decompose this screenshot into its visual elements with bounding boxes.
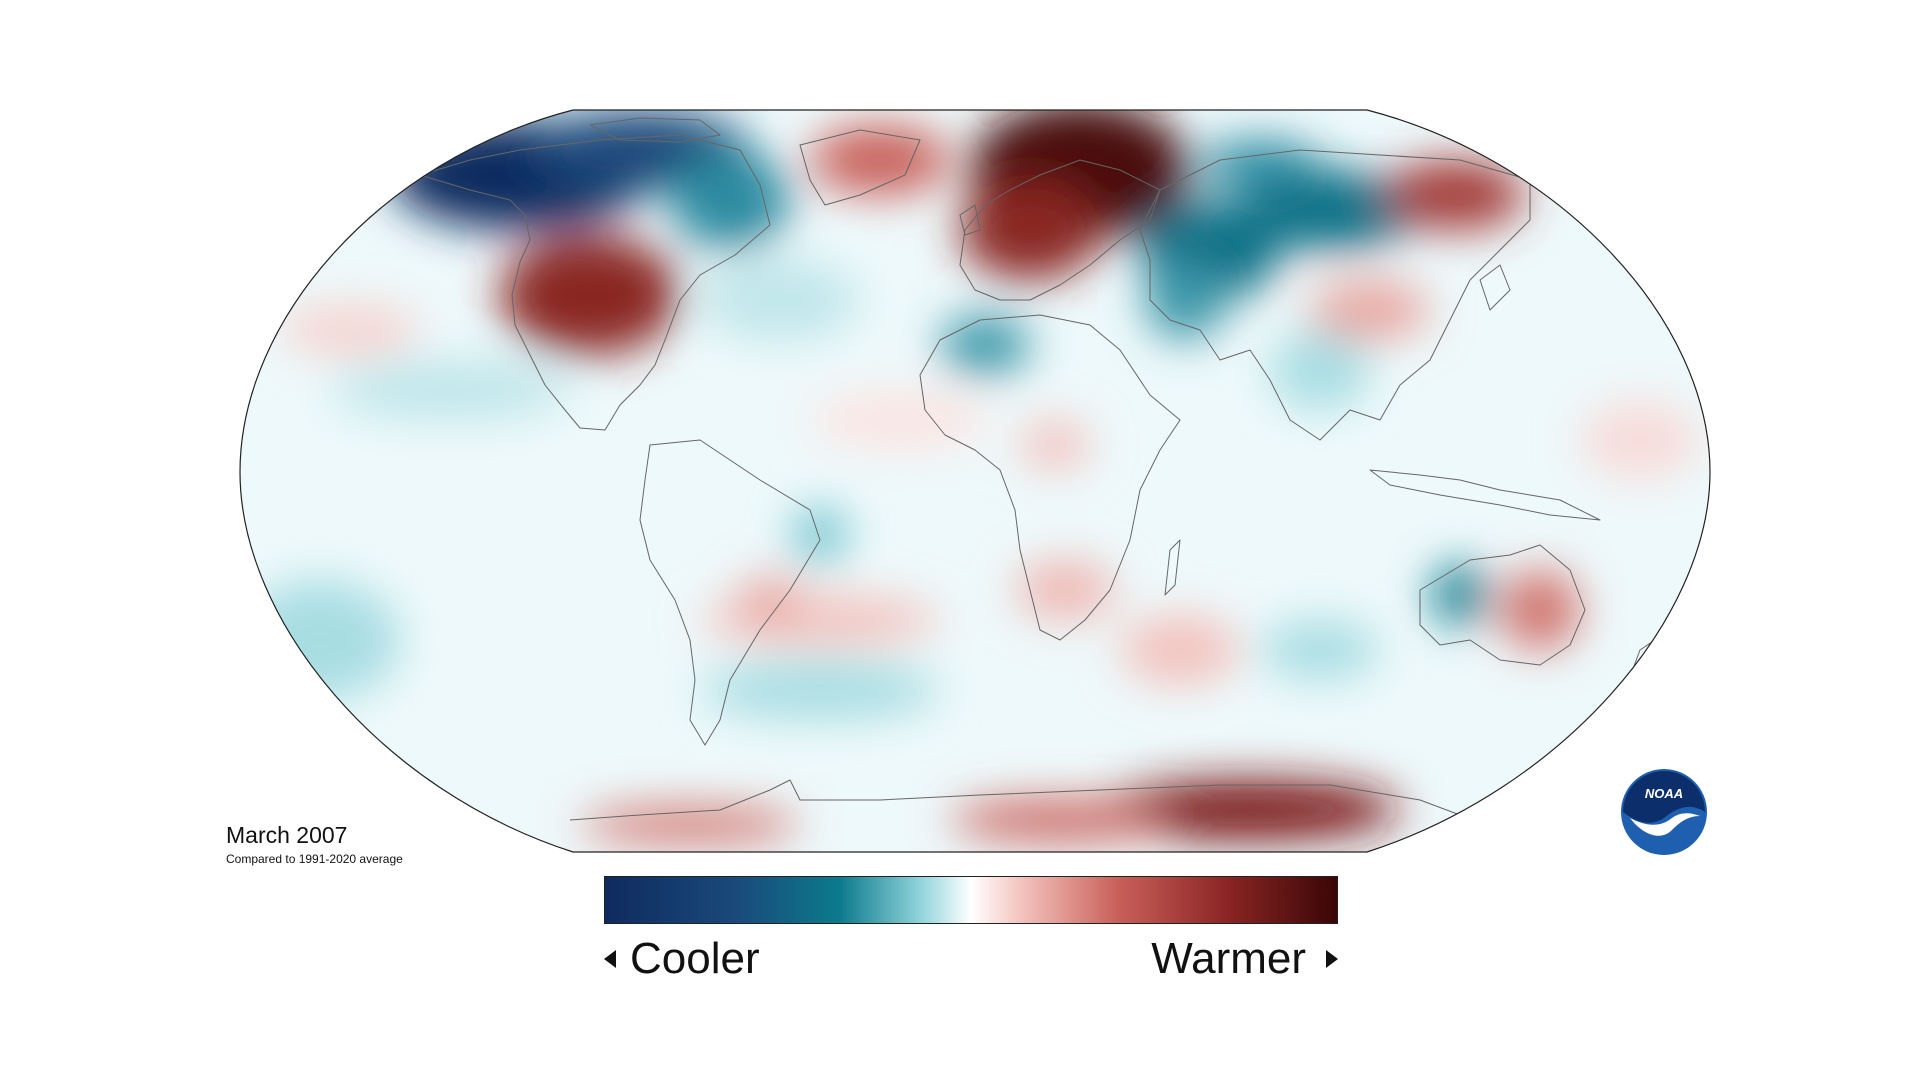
coastline-australia bbox=[1419, 544, 1586, 666]
coastline-japan bbox=[1479, 264, 1511, 311]
noaa-logo-icon: NOAA bbox=[1620, 768, 1708, 856]
legend-cooler: Cooler bbox=[604, 930, 760, 988]
coastline-south-america bbox=[639, 439, 821, 746]
coastline-asia bbox=[1139, 149, 1531, 441]
coastline-indonesia bbox=[1369, 469, 1601, 521]
anomaly-blobs bbox=[240, 110, 1700, 843]
coastline-africa bbox=[919, 314, 1181, 641]
legend-warmer-label: Warmer bbox=[1151, 934, 1306, 983]
coastline-arctic-islands bbox=[589, 117, 721, 143]
coastline-greenland bbox=[799, 129, 921, 206]
coastline-madagascar bbox=[1164, 539, 1181, 596]
coastline-antarctica bbox=[569, 779, 1461, 821]
noaa-logo-text: NOAA bbox=[1645, 786, 1683, 801]
noaa-logo-graphic: NOAA bbox=[1621, 769, 1707, 855]
triangle-left-icon bbox=[604, 950, 616, 968]
coastlines bbox=[419, 117, 1656, 821]
colorbar bbox=[604, 876, 1338, 924]
coastline-north-america bbox=[419, 134, 771, 431]
coastline-europe bbox=[959, 159, 1161, 301]
legend-cooler-label: Cooler bbox=[630, 934, 760, 983]
map-subtitle: Compared to 1991-2020 average bbox=[226, 852, 403, 866]
triangle-right-icon bbox=[1326, 950, 1338, 968]
anomaly-field bbox=[240, 110, 1710, 852]
map-title: March 2007 bbox=[226, 822, 348, 848]
globe-outline bbox=[239, 109, 1711, 853]
legend-warmer: Warmer bbox=[1151, 930, 1338, 988]
colorbar-gradient bbox=[605, 877, 1337, 923]
coastline-british-isles bbox=[959, 204, 981, 236]
